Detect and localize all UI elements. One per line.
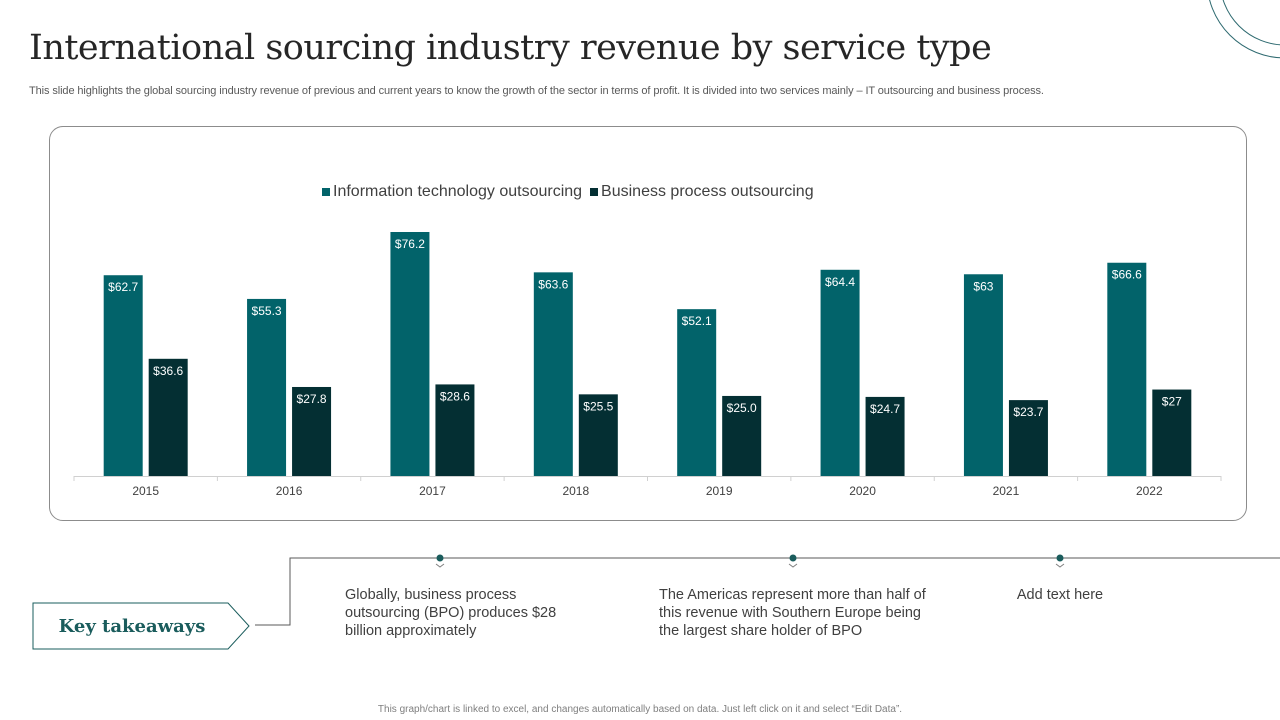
footer-note: This graph/chart is linked to excel, and… [377,704,903,715]
data-label: $36.6 [153,364,183,378]
x-tick-label: 2016 [276,484,303,498]
x-tick-label: 2021 [993,484,1020,498]
bar-bpo[interactable] [578,394,618,476]
x-tick-label: 2022 [1136,484,1163,498]
x-tick-label: 2020 [849,484,876,498]
x-tick-label: 2019 [706,484,733,498]
chart-frame[interactable] [49,126,1247,521]
key-takeaways-heading: Key takeaways [58,615,206,637]
data-label: $63 [973,279,993,293]
bar-it-outsourcing[interactable] [820,269,860,476]
legend-item-it: Information technology outsourcing [322,183,582,201]
bar-it-outsourcing[interactable] [677,309,717,476]
legend-swatch-it [322,188,330,196]
data-label: $55.3 [252,304,282,318]
bar-it-outsourcing[interactable] [533,272,573,476]
data-label: $76.2 [395,237,425,251]
takeaway-text-1: Globally, business process outsourcing (… [345,587,557,639]
legend-swatch-bpo [590,188,599,196]
takeaway-text-3[interactable]: Add text here [1016,587,1104,603]
data-label: $52.1 [682,314,712,328]
chart-legend: Information technology outsourcing Busin… [322,183,822,201]
legend-label-bpo: Business process outsourcing [601,183,814,200]
data-label: $27.8 [297,392,327,406]
data-label: $62.7 [108,280,138,294]
data-label: $24.7 [870,402,900,416]
x-tick-label: 2017 [419,484,446,498]
bar-it-outsourcing[interactable] [1107,262,1147,476]
data-label: $28.6 [440,389,470,403]
bar-bpo[interactable] [1152,389,1192,476]
bar-bpo[interactable] [292,386,332,476]
x-tick-label: 2015 [132,484,159,498]
data-label: $23.7 [1013,405,1043,419]
bar-bpo[interactable] [865,396,905,476]
bar-it-outsourcing[interactable] [247,298,287,476]
data-label: $27 [1162,395,1182,409]
x-tick-label: 2018 [562,484,589,498]
data-label: $66.6 [1112,268,1142,282]
bar-bpo[interactable] [435,384,475,476]
bar-it-outsourcing[interactable] [390,232,430,476]
page-title: International sourcing industry revenue … [29,28,992,68]
page-subtitle: This slide highlights the global sourcin… [29,85,1044,97]
bar-it-outsourcing[interactable] [103,275,143,476]
bar-it-outsourcing[interactable] [963,274,1003,476]
key-takeaways-arrow-shape [32,602,250,650]
data-label: $63.6 [538,277,568,291]
bar-bpo[interactable] [148,358,188,476]
legend-label-it: Information technology outsourcing [333,183,583,200]
legend-item-bpo: Business process outsourcing [590,183,814,201]
data-label: $25.0 [727,401,757,415]
bar-bpo[interactable] [1008,400,1048,476]
takeaway-text-2: The Americas represent more than half of… [659,587,926,639]
data-label: $25.5 [583,399,613,413]
bar-bpo[interactable] [722,395,762,476]
data-label: $64.4 [825,275,855,289]
